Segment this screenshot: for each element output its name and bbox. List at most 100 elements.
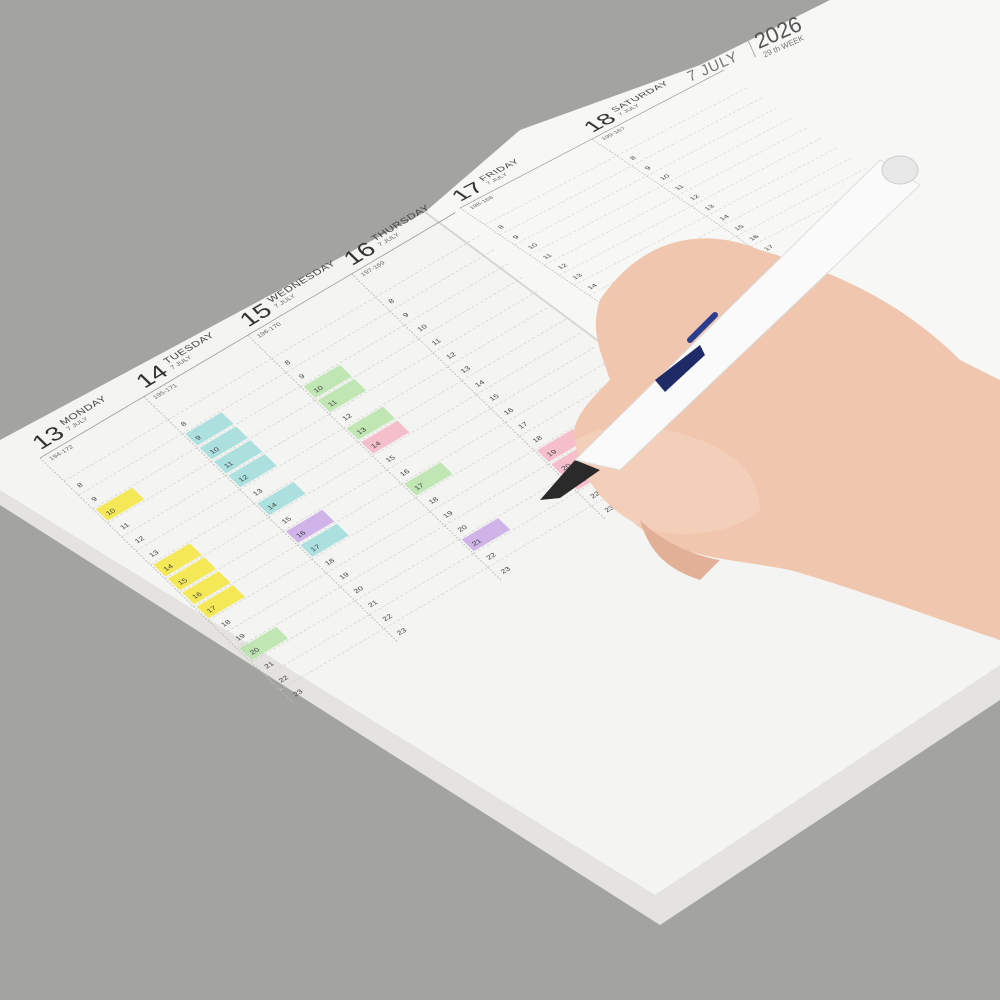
hour-label: 16 <box>294 529 308 539</box>
hour-label: 13 <box>147 549 161 559</box>
hour-label: 17 <box>205 604 219 614</box>
hour-label: 22 <box>588 490 602 500</box>
hour-label: 9 <box>297 372 307 380</box>
hour-label: 12 <box>557 263 570 270</box>
hour-label: 23 <box>395 626 409 636</box>
highlight-mark <box>303 364 352 399</box>
hour-label: 17 <box>412 482 426 492</box>
left-page <box>0 212 1000 895</box>
hour-label: 9 <box>644 166 653 171</box>
hour-label: 13 <box>571 273 584 280</box>
header-line <box>459 69 725 209</box>
column-divider <box>39 457 295 705</box>
hour-label: 17 <box>308 543 322 553</box>
hour-label: 16 <box>190 590 204 600</box>
hour-label: 12 <box>133 535 147 545</box>
hour-line <box>676 126 809 197</box>
hour-label: 8 <box>75 481 85 489</box>
hour-line <box>690 137 824 207</box>
hour-label: 14 <box>161 562 175 572</box>
hour-label: 11 <box>222 460 235 470</box>
highlight-mark <box>286 509 335 543</box>
hour-label: 20 <box>559 462 573 472</box>
header-line <box>39 212 456 459</box>
hour-label: 8 <box>283 359 293 367</box>
hour-label: 19 <box>337 571 351 581</box>
highlight-mark <box>182 571 231 605</box>
highlight-mark <box>346 406 395 440</box>
hour-line <box>705 147 839 217</box>
hour-label: 22 <box>484 551 498 561</box>
hour-label: 10 <box>659 174 672 181</box>
hour-line <box>573 216 707 286</box>
hour-label: 18 <box>427 495 441 505</box>
hour-label: 11 <box>430 337 443 347</box>
hour-label: 10 <box>527 243 540 250</box>
hour-label: 22 <box>277 674 291 684</box>
hour-label: 15 <box>487 392 501 402</box>
hour-line <box>544 195 677 266</box>
hour-label: 11 <box>542 253 554 260</box>
highlight-mark <box>361 420 410 454</box>
hour-label: 12 <box>444 351 458 361</box>
hour-label: 10 <box>415 323 429 333</box>
hour-label: 19 <box>441 509 455 519</box>
hour-label: 9 <box>512 235 521 240</box>
hour-label: 20 <box>248 646 262 656</box>
hour-label: 15 <box>383 454 397 464</box>
hour-label: 11 <box>118 521 131 531</box>
hour-line <box>720 157 854 227</box>
hour-label: 21 <box>366 599 380 609</box>
hour-label: 19 <box>233 632 247 642</box>
hour-label: 21 <box>470 537 484 547</box>
hour-label: 17 <box>516 420 530 430</box>
hour-label: 14 <box>369 440 383 450</box>
hour-label: 16 <box>502 406 516 416</box>
hour-label: 11 <box>674 184 686 191</box>
hour-label: 12 <box>340 412 354 422</box>
hour-label: 8 <box>629 156 638 161</box>
hour-label: 15 <box>176 576 190 586</box>
highlight-mark <box>257 482 306 516</box>
hour-label: 8 <box>386 297 396 305</box>
highlight-mark <box>228 454 277 488</box>
highlight-mark <box>214 440 263 474</box>
highlight-mark <box>536 428 586 462</box>
hour-label: 23 <box>602 504 616 514</box>
hour-label: 14 <box>586 283 599 290</box>
highlight-mark <box>185 412 234 446</box>
hour-label: 12 <box>236 473 250 483</box>
hour-label: 23 <box>291 688 305 698</box>
hour-label: 10 <box>311 384 325 394</box>
column-divider <box>591 138 767 257</box>
hour-label: 20 <box>455 523 469 533</box>
hour-label: 14 <box>718 214 731 221</box>
hour-label: 8 <box>179 420 189 428</box>
hour-label: 18 <box>530 434 544 444</box>
hour-label: 18 <box>323 557 337 567</box>
hand <box>574 238 1000 640</box>
hour-label: 8 <box>497 225 506 230</box>
hour-label: 13 <box>251 487 265 497</box>
highlight-mark <box>239 626 289 660</box>
hour-label: 17 <box>763 244 776 251</box>
highlight-mark <box>167 557 217 591</box>
hour-label: 19 <box>545 448 559 458</box>
highlight-mark <box>404 462 453 496</box>
hour-label: 20 <box>352 585 366 595</box>
hour-label: 9 <box>401 311 411 319</box>
hour-label: 15 <box>733 224 746 231</box>
hour-label: 14 <box>265 501 279 511</box>
highlight-mark <box>153 543 202 577</box>
hour-line <box>735 167 869 237</box>
hour-label: 11 <box>326 398 339 408</box>
hour-label: 21 <box>262 660 276 670</box>
highlight-mark <box>196 585 245 619</box>
hour-line <box>661 116 794 187</box>
highlight-mark <box>461 518 511 552</box>
hour-label: 12 <box>689 194 702 201</box>
highlight-mark <box>199 426 248 460</box>
highlight-mark <box>317 378 367 412</box>
hour-label: 10 <box>208 445 222 455</box>
